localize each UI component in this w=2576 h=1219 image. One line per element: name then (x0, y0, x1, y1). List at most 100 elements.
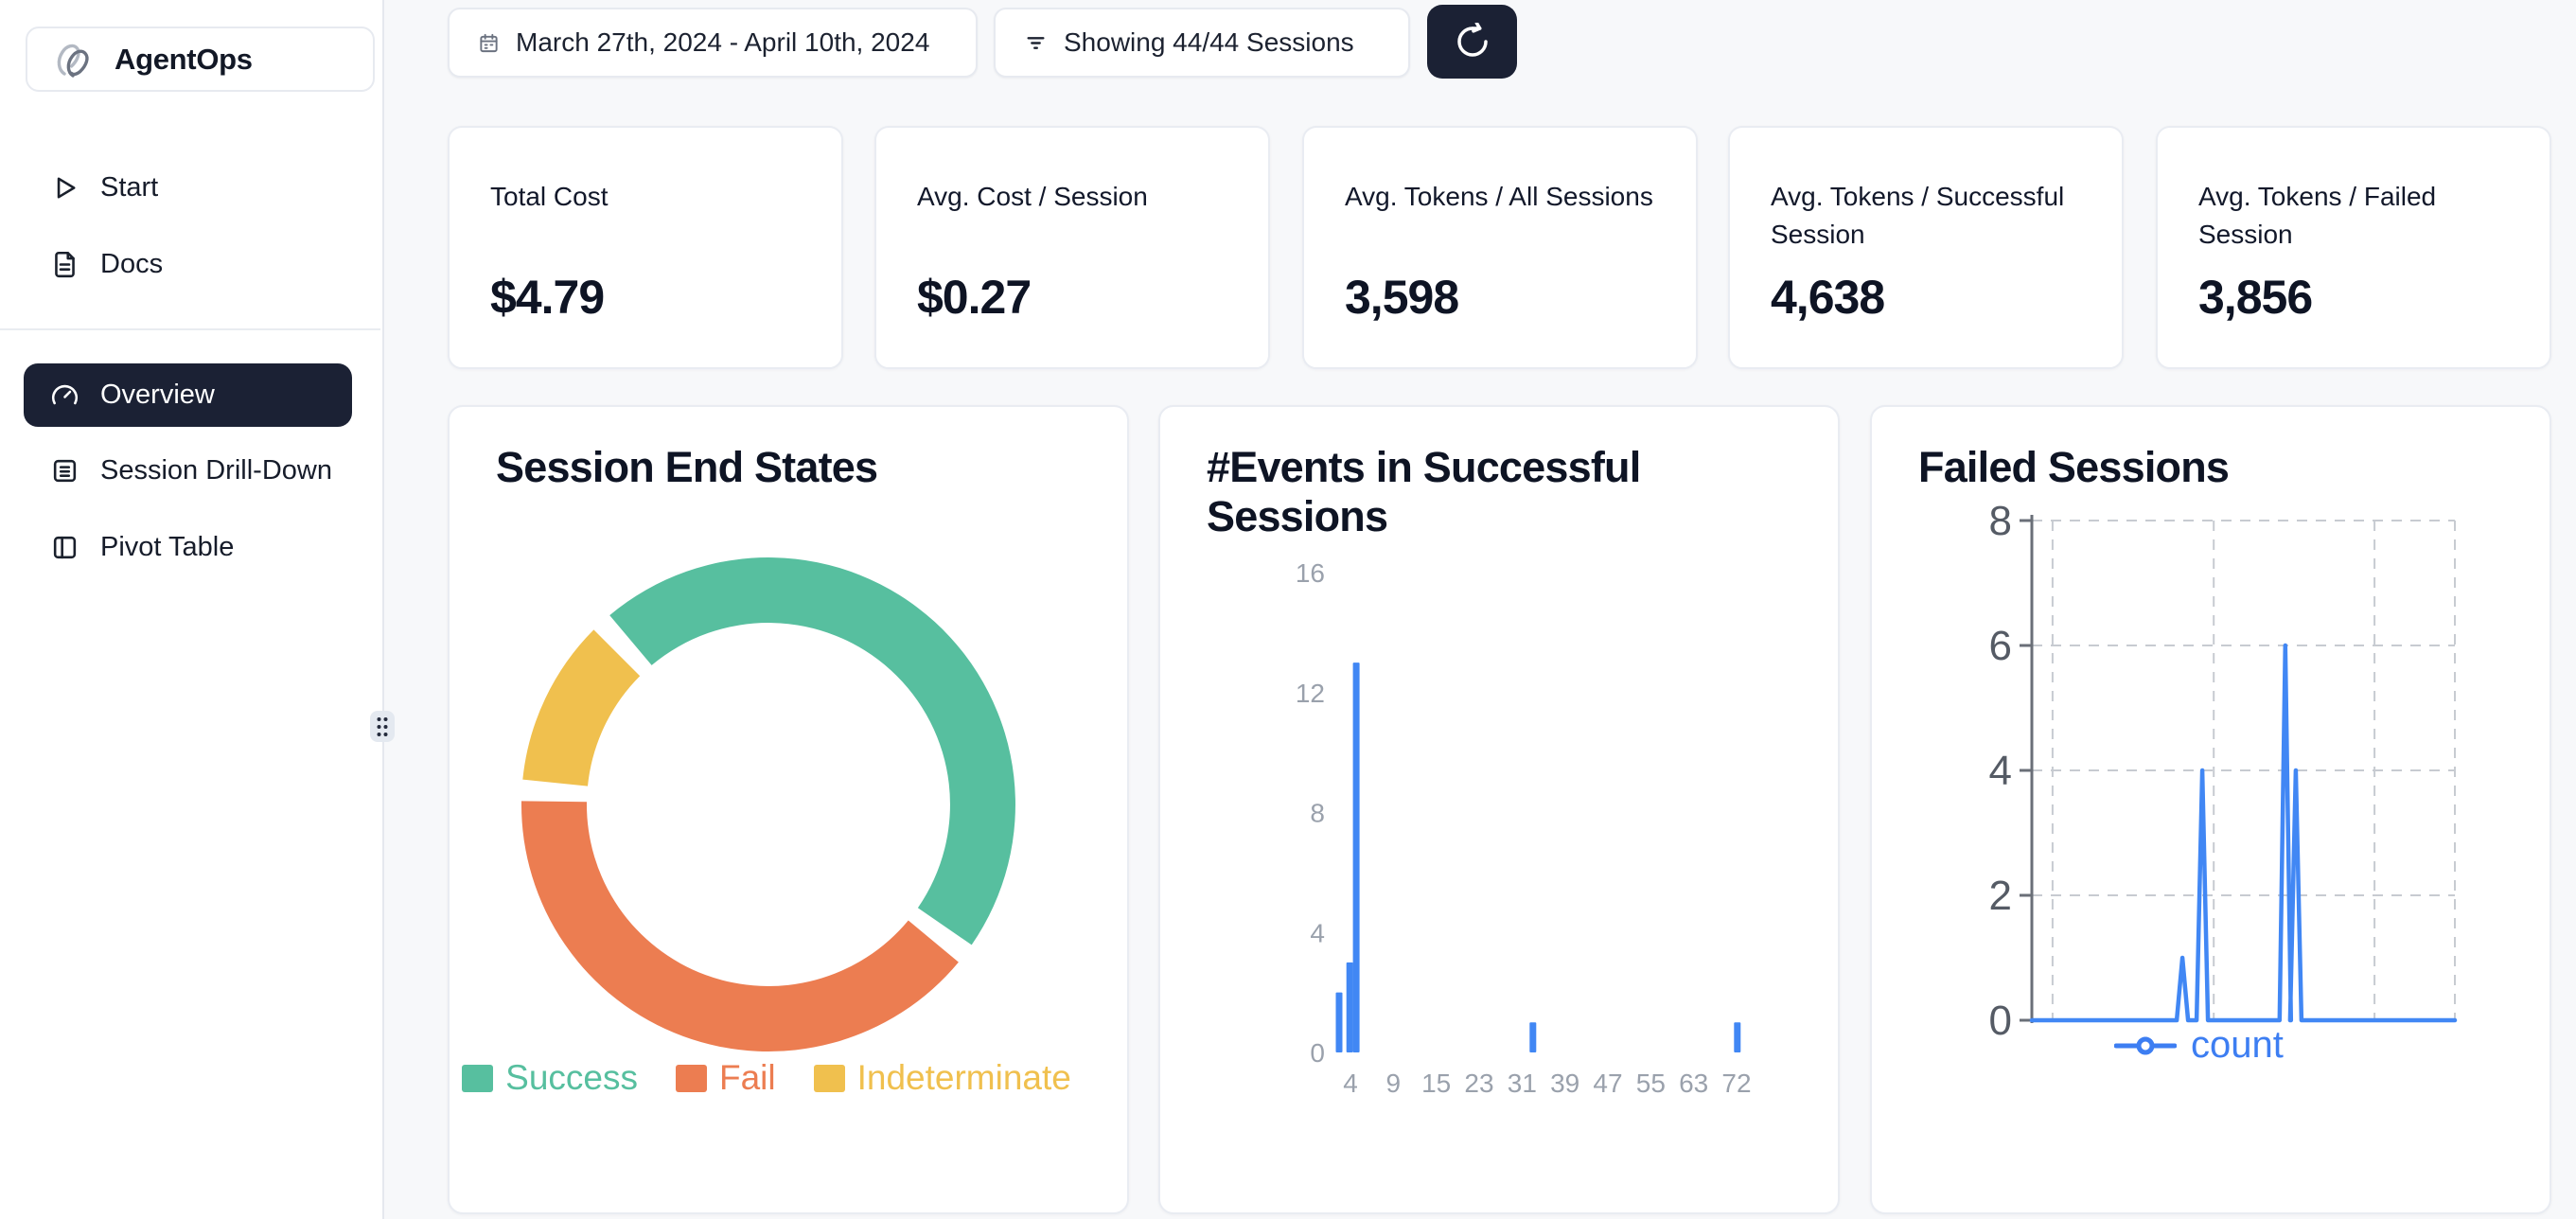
line-chart: 8 6 4 2 0 (1989, 498, 2458, 1044)
chart-title: Failed Sessions (1918, 443, 2230, 491)
svg-text:4: 4 (1989, 748, 2012, 794)
legend-swatch (675, 1064, 707, 1092)
sidebar-item-label: Start (100, 172, 159, 203)
legend-label: Success (505, 1058, 638, 1097)
donut-segment-success[interactable] (609, 557, 1015, 945)
sidebar-item-session-drill-down[interactable]: Session Drill-Down (0, 433, 382, 509)
line-series-icon (2114, 1036, 2177, 1054)
count-line-series (2029, 643, 2458, 1023)
sidebar-divider (0, 328, 380, 330)
legend-swatch (462, 1064, 494, 1092)
svg-text:39: 39 (1550, 1069, 1579, 1098)
chart-title: Session End States (496, 443, 878, 491)
sidebar-item-docs[interactable]: Docs (0, 226, 382, 303)
svg-text:8: 8 (1989, 498, 2012, 544)
bar-38-events[interactable] (1529, 1022, 1537, 1052)
filter-icon (1027, 36, 1045, 49)
bar-5-events[interactable] (1352, 662, 1360, 1052)
sessions-filter-label: Showing 44/44 Sessions (1064, 27, 1354, 57)
svg-text:16: 16 (1296, 558, 1325, 588)
sidebar-item-start[interactable]: Start (0, 150, 382, 226)
legend-swatch (813, 1064, 845, 1092)
svg-text:4: 4 (1343, 1069, 1358, 1098)
document-icon (55, 251, 75, 278)
chart-card-failed-sessions: Failed Sessions 8 6 4 2 0 count (1870, 405, 2551, 1214)
line-series-label: count (2191, 1024, 2284, 1066)
legend-label: Indeterminate (856, 1058, 1071, 1097)
grip-dots-icon (377, 716, 388, 736)
sidebar: AgentOps Start Docs (0, 0, 384, 1219)
legend-item-fail[interactable]: Fail (675, 1058, 776, 1098)
sidebar-nav-top: Start Docs (0, 150, 382, 303)
app-title: AgentOps (115, 42, 253, 76)
legend-label: Fail (718, 1058, 776, 1097)
sidebar-item-label: Docs (100, 249, 164, 279)
svg-text:55: 55 (1636, 1069, 1666, 1098)
svg-text:2: 2 (1989, 873, 2012, 919)
agentops-logo-icon (57, 44, 89, 78)
stat-label: Avg. Cost / Session (917, 182, 1148, 211)
stat-value: 4,638 (1771, 271, 1885, 324)
stat-label: Total Cost (490, 182, 609, 211)
bar-2-events[interactable] (1335, 992, 1343, 1052)
stat-value: 3,856 (2198, 271, 2313, 324)
play-icon (57, 177, 76, 199)
date-range-label: March 27th, 2024 - April 10th, 2024 (516, 27, 930, 57)
svg-text:4: 4 (1310, 918, 1325, 947)
stat-label: Avg. Tokens / Failed Session (2198, 182, 2437, 249)
svg-text:15: 15 (1421, 1069, 1451, 1098)
logo-box[interactable]: AgentOps (26, 26, 375, 92)
svg-text:31: 31 (1508, 1069, 1537, 1098)
sidebar-resize-handle[interactable] (370, 711, 395, 742)
stat-label: Avg. Tokens / All Sessions (1345, 182, 1653, 211)
svg-text:63: 63 (1679, 1069, 1708, 1098)
calendar-icon (480, 33, 498, 52)
legend-item-success[interactable]: Success (462, 1058, 638, 1098)
sessions-filter-button[interactable]: Showing 44/44 Sessions (994, 8, 1410, 78)
svg-text:0: 0 (1989, 998, 2012, 1044)
sidebar-item-label: Session Drill-Down (100, 455, 332, 486)
donut-chart (520, 557, 1015, 1052)
date-range-button[interactable]: March 27th, 2024 - April 10th, 2024 (448, 8, 978, 78)
chart-card-session-end-states: Session End States Success Fail Indetermin… (448, 405, 1129, 1214)
svg-text:8: 8 (1310, 799, 1325, 828)
stat-value: 3,598 (1345, 271, 1459, 324)
main-content: March 27th, 2024 - April 10th, 2024 Show… (384, 0, 2576, 1219)
gauge-icon (51, 384, 79, 405)
donut-segment-indeterminate[interactable] (522, 629, 641, 786)
bar-4-events[interactable] (1346, 962, 1353, 1052)
stat-card-avg-tokens-failed: Avg. Tokens / Failed Session 3,856 (2156, 126, 2551, 369)
sidebar-item-pivot-table[interactable]: Pivot Table (0, 509, 382, 586)
svg-text:47: 47 (1593, 1069, 1622, 1098)
stat-label: Avg. Tokens / Successful Session (1771, 182, 2065, 249)
refresh-button[interactable] (1427, 5, 1517, 79)
chart-card-events-in-successful-sessions: #Events in Successful Sessions 16 12 8 4 0 4 9… (1158, 405, 1840, 1214)
stat-value: $0.27 (917, 271, 1032, 324)
sidebar-item-overview[interactable]: Overview (24, 363, 352, 427)
panel-left-icon (53, 536, 77, 559)
bar-72-events[interactable] (1734, 1022, 1741, 1052)
sidebar-item-label: Pivot Table (100, 532, 235, 562)
sidebar-item-label: Overview (100, 380, 215, 410)
donut-legend: Success Fail Indeterminate (450, 1058, 1084, 1098)
line-chart-legend: count (2114, 1024, 2284, 1067)
svg-text:12: 12 (1296, 679, 1325, 708)
svg-text:9: 9 (1386, 1069, 1402, 1098)
list-icon (53, 459, 77, 483)
donut-segment-fail[interactable] (520, 801, 959, 1052)
stat-card-total-cost: Total Cost $4.79 (448, 126, 843, 369)
legend-item-indeterminate[interactable]: Indeterminate (813, 1058, 1071, 1098)
stat-card-avg-cost-session: Avg. Cost / Session $0.27 (874, 126, 1270, 369)
svg-text:6: 6 (1989, 623, 2012, 669)
chart-title: #Events in Successful Sessions (1207, 443, 1641, 540)
svg-text:23: 23 (1464, 1069, 1493, 1098)
refresh-icon (1456, 23, 1488, 57)
sidebar-nav-main: Overview Session Drill-Down Pivot Table (0, 363, 382, 586)
stat-value: $4.79 (490, 271, 605, 324)
stat-card-avg-tokens-successful: Avg. Tokens / Successful Session 4,638 (1728, 126, 2124, 369)
stat-card-avg-tokens-all: Avg. Tokens / All Sessions 3,598 (1302, 126, 1698, 369)
svg-text:72: 72 (1721, 1069, 1751, 1098)
svg-text:0: 0 (1310, 1038, 1325, 1068)
